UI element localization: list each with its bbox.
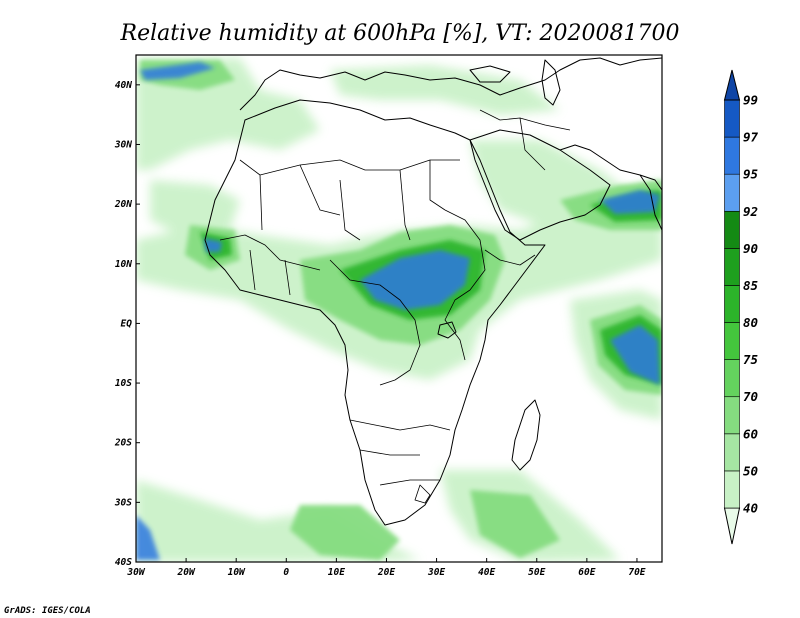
humidity-core-south-africa-east xyxy=(470,490,560,558)
colorbar-level-label: 85 xyxy=(743,278,759,293)
border-sahel-center xyxy=(339,160,446,241)
colorbar-segment xyxy=(724,396,740,435)
lon-tick-label: 0 xyxy=(283,567,289,578)
europe-coastline xyxy=(239,57,662,111)
lon-tick-label: 30W xyxy=(126,567,145,578)
lon-tick-label: 20W xyxy=(177,567,196,578)
colorbar-segment xyxy=(724,285,740,323)
colorbar-segment xyxy=(724,433,740,472)
lat-tick-label: 30N xyxy=(114,139,132,150)
colorbar-segment xyxy=(724,136,740,175)
map-frame: 30W 20W 10W 0 10E 20E 30E 40E 50E 60E 70E 40N 30N 20… xyxy=(114,54,663,578)
humidity-saturated-southwest-corner xyxy=(136,515,160,560)
country-borders xyxy=(219,109,571,504)
border-sahara-west xyxy=(239,159,341,231)
colorbar-level-label: 50 xyxy=(743,463,758,478)
lon-tick-label: 30E xyxy=(427,567,445,578)
colorbar-segment xyxy=(724,173,740,212)
humidity-saturated-guinea xyxy=(204,238,222,252)
caspian-sea xyxy=(541,59,561,106)
humidity-core-south-atlantic xyxy=(290,505,400,560)
border-south-africa-interior xyxy=(414,484,431,504)
lat-tick-label: EQ xyxy=(121,318,133,329)
longitude-ticks: 30W 20W 10W 0 10E 20E 30E 40E 50E 60E 70E xyxy=(126,558,646,578)
humidity-area-west-africa-coast xyxy=(150,180,240,235)
colorbar-level-label: 70 xyxy=(743,389,758,404)
lon-tick-label: 50E xyxy=(528,567,545,578)
colorbar-level-label: 60 xyxy=(743,426,758,441)
humidity-saturated-indian-ocean xyxy=(610,325,660,385)
colorbar-max-triangle xyxy=(723,69,741,101)
colorbar-level-label: 90 xyxy=(743,241,758,256)
humidity-saturated-arabian-sea xyxy=(600,190,660,214)
lat-tick-label: 40N xyxy=(115,80,132,91)
lat-tick-label: 10N xyxy=(115,259,132,270)
colorbar-level-label: 99 xyxy=(743,93,758,108)
latitude-ticks: 40N 30N 20N 10N EQ 10S 20S 30S 40S xyxy=(114,80,140,568)
india-coastline xyxy=(639,174,662,231)
lat-tick-label: 20N xyxy=(114,199,132,210)
colorbar-segment xyxy=(724,470,740,509)
humidity-field xyxy=(136,58,662,562)
africa-coastline xyxy=(204,99,546,526)
border-east-africa xyxy=(444,209,486,361)
map-title: Relative humidity at 600hPa [%], VT: 202… xyxy=(120,21,680,46)
madagascar-coastline xyxy=(511,399,541,471)
lon-tick-label: 70E xyxy=(628,567,645,578)
arabia-coastline xyxy=(469,129,611,241)
lake-victoria xyxy=(437,321,457,339)
colorbar-level-label: 75 xyxy=(743,352,759,367)
lon-tick-label: 40E xyxy=(478,567,495,578)
persian-gulf-coast xyxy=(559,144,662,191)
colorbar-level-label: 40 xyxy=(743,501,758,516)
lat-tick-label: 40S xyxy=(115,557,132,568)
black-sea xyxy=(469,65,511,83)
colorbar-level-label: 92 xyxy=(743,204,758,219)
border-horn xyxy=(484,249,536,266)
colorbar-level-label: 97 xyxy=(743,130,759,145)
lat-tick-label: 20S xyxy=(114,438,132,449)
border-southern-africa xyxy=(349,419,451,486)
lon-tick-label: 10W xyxy=(228,567,246,578)
lat-tick-label: 30S xyxy=(114,497,132,508)
colorbar-segment xyxy=(724,322,740,360)
grads-credit: GrADS: IGES/COLA xyxy=(4,606,91,616)
lon-tick-label: 60E xyxy=(578,567,595,578)
lon-tick-label: 10E xyxy=(328,567,345,578)
colorbar-segment xyxy=(724,99,740,138)
lon-tick-label: 20E xyxy=(377,567,395,578)
colorbar-level-label: 95 xyxy=(743,167,759,182)
colorbar-segment xyxy=(724,359,740,398)
colorbar-level-label: 80 xyxy=(743,315,758,330)
humidity-saturated-sahel xyxy=(360,250,470,310)
lat-tick-label: 10S xyxy=(115,378,132,389)
colorbar-min-triangle xyxy=(723,507,741,545)
map-border xyxy=(135,54,663,563)
humidity-area-mediterranean xyxy=(330,65,560,115)
humidity-saturated-north-atlantic xyxy=(140,62,215,80)
colorbar-segment xyxy=(724,210,740,249)
border-west-africa xyxy=(219,234,321,296)
border-central-africa xyxy=(329,259,421,386)
colorbar: 40 50 60 70 75 80 85 90 92 95 97 99 xyxy=(723,69,759,545)
coastlines xyxy=(204,57,662,526)
border-middle-east xyxy=(479,109,571,171)
colorbar-segment xyxy=(724,248,740,286)
